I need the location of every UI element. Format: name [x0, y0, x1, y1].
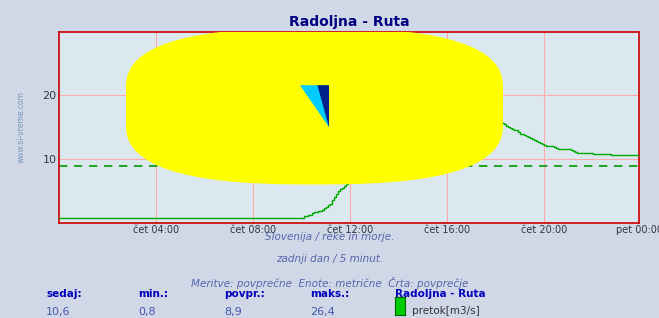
Text: 8,9: 8,9 — [224, 307, 242, 317]
FancyBboxPatch shape — [126, 28, 503, 184]
Text: zadnji dan / 5 minut.: zadnji dan / 5 minut. — [276, 254, 383, 264]
Text: min.:: min.: — [138, 289, 169, 299]
Text: 10,6: 10,6 — [46, 307, 71, 317]
Text: sedaj:: sedaj: — [46, 289, 82, 299]
Text: www.si-vreme.com: www.si-vreme.com — [201, 117, 498, 145]
Text: Radoljna - Ruta: Radoljna - Ruta — [395, 289, 486, 299]
Text: Slovenija / reke in morje.: Slovenija / reke in morje. — [265, 232, 394, 242]
Text: 0,8: 0,8 — [138, 307, 156, 317]
Text: povpr.:: povpr.: — [224, 289, 265, 299]
Polygon shape — [300, 85, 329, 127]
Text: Meritve: povprečne  Enote: metrične  Črta: povprečje: Meritve: povprečne Enote: metrične Črta:… — [191, 277, 468, 289]
Text: www.si-vreme.com: www.si-vreme.com — [17, 91, 26, 163]
Polygon shape — [318, 85, 329, 127]
Text: 26,4: 26,4 — [310, 307, 335, 317]
Text: pretok[m3/s]: pretok[m3/s] — [412, 306, 480, 316]
Text: maks.:: maks.: — [310, 289, 349, 299]
Title: Radoljna - Ruta: Radoljna - Ruta — [289, 15, 410, 29]
